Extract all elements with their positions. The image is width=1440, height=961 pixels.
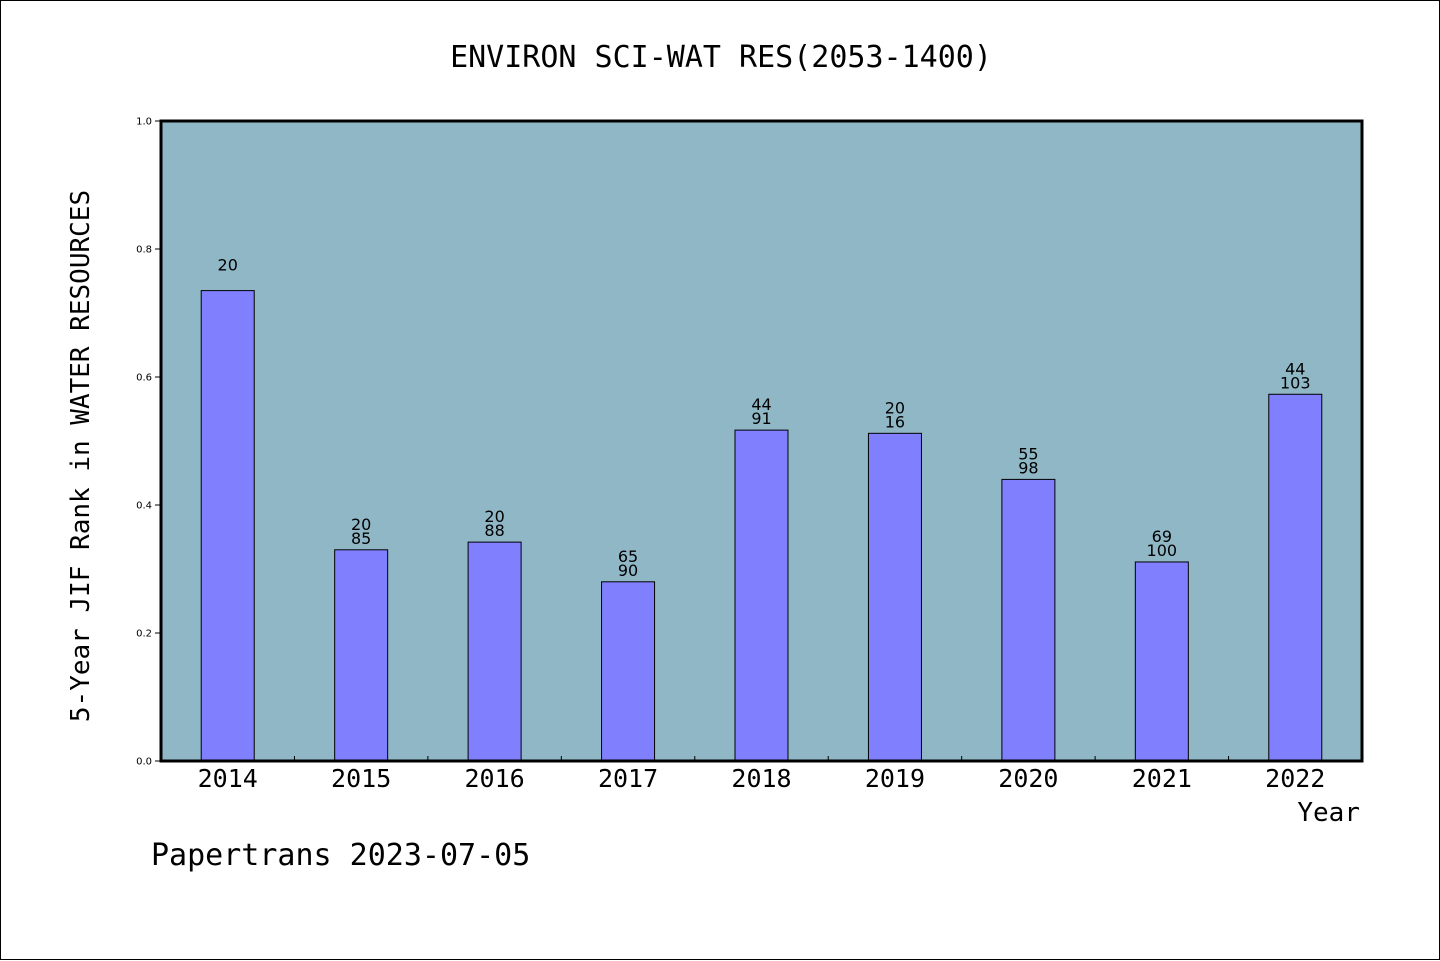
data-label-2017-top: 65 <box>618 547 638 566</box>
x-tick-label-2019: 2019 <box>865 764 925 793</box>
data-label-2015-top: 20 <box>351 515 371 534</box>
bar-2015 <box>334 549 389 762</box>
y-axis-label: 5-Year JIF Rank in WATER RESOURCES <box>66 190 96 722</box>
bar-2021 <box>1134 561 1189 762</box>
bars-group <box>200 290 1323 762</box>
bar-2017 <box>601 581 656 762</box>
data-label-2021-top: 69 <box>1152 527 1172 546</box>
y-tick-label-0.4: 0.4 <box>136 501 152 512</box>
x-axis: 2014 2015 2016 2017 2018 2019 2020 2021 2022 <box>198 756 1325 793</box>
data-label-2019-top: 20 <box>885 398 905 417</box>
bar-2018 <box>734 429 789 762</box>
bar-2022 <box>1268 393 1323 762</box>
data-label-2016-bottom: 88 <box>484 521 504 540</box>
y-tick-label-0.8: 0.8 <box>136 245 152 256</box>
data-label-2022-top: 44 <box>1285 359 1305 378</box>
plot-border <box>159 119 1364 763</box>
x-tick-label-2022: 2022 <box>1265 764 1325 793</box>
data-label-2019-bottom: 16 <box>885 412 905 431</box>
x-tick-label-2017: 2017 <box>598 764 658 793</box>
data-label-2020-top: 55 <box>1018 444 1038 463</box>
x-tick-label-2014: 2014 <box>198 764 258 793</box>
data-label-2022-bottom: 103 <box>1280 373 1311 392</box>
data-label-2016-top: 20 <box>484 507 504 526</box>
x-tick-label-2020: 2020 <box>998 764 1058 793</box>
x-tick-label-2016: 2016 <box>465 764 525 793</box>
data-label-2018-bottom: 91 <box>751 409 771 428</box>
data-label-2018-top: 44 <box>751 395 771 414</box>
bar-2014 <box>200 290 255 762</box>
bar-2019 <box>867 432 922 762</box>
bar-2020 <box>1001 478 1056 762</box>
x-tick-label-2015: 2015 <box>331 764 391 793</box>
y-axis: 0.0 0.2 0.4 0.6 0.8 1.0 <box>136 117 161 768</box>
y-tick-label-0.6: 0.6 <box>136 373 152 384</box>
y-tick-label-0.0: 0.0 <box>136 757 152 768</box>
data-label-2020-bottom: 98 <box>1018 458 1038 477</box>
y-tick-label-1.0: 1.0 <box>136 117 152 128</box>
footer-text: Papertrans 2023-07-05 <box>151 838 530 873</box>
x-tick-label-2018: 2018 <box>731 764 791 793</box>
bar-2016 <box>467 541 522 762</box>
x-axis-label: Year <box>1297 798 1360 828</box>
chart-title: ENVIRON SCI-WAT RES(2053-1400) <box>450 40 992 75</box>
data-label-2021-bottom: 100 <box>1147 541 1178 560</box>
data-label-2015-bottom: 85 <box>351 529 371 548</box>
y-tick-label-0.2: 0.2 <box>136 629 152 640</box>
x-tick-label-2021: 2021 <box>1132 764 1192 793</box>
data-label-2014-top: 20 <box>218 256 238 275</box>
data-label-2017-bottom: 90 <box>618 561 638 580</box>
